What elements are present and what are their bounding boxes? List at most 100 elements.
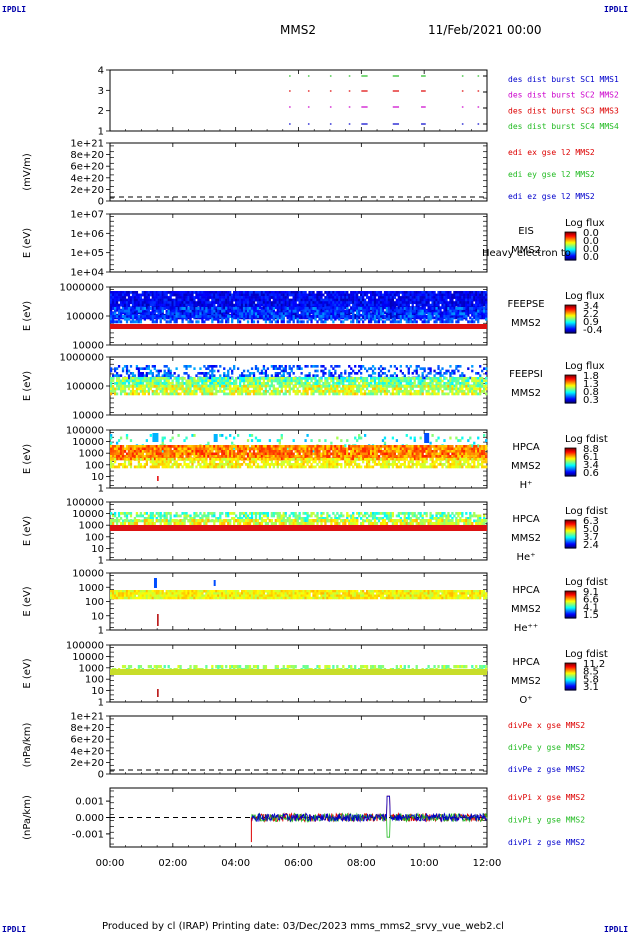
- spectrogram-cell: [479, 365, 482, 368]
- spectrogram-cell: [225, 436, 228, 440]
- spectrogram-cell: [209, 379, 212, 383]
- spectrogram-cell: [193, 367, 196, 370]
- spectrogram-cell: [240, 315, 244, 318]
- spectrogram-cell: [195, 320, 198, 324]
- spectrogram-cell: [177, 296, 180, 299]
- colorbar-swatch: [565, 312, 576, 314]
- spectrogram-cell: [229, 390, 232, 393]
- spectrogram-cell: [340, 306, 343, 310]
- colorbar-swatch: [565, 462, 576, 465]
- spectrogram-cell: [119, 385, 123, 388]
- spectrogram-cell: [340, 308, 343, 312]
- spectrogram-cell: [197, 298, 200, 302]
- spectrogram-cell: [199, 296, 202, 299]
- footer-text: Produced by cl (IRAP) Printing date: 03/…: [102, 921, 504, 932]
- spectrogram-cell: [244, 307, 248, 310]
- colorbar-swatch: [565, 375, 576, 377]
- spectrogram-cell: [322, 385, 325, 388]
- spectrogram-cell: [326, 317, 329, 321]
- spectrogram-cell: [157, 312, 160, 316]
- spectrogram-cell: [391, 392, 395, 396]
- spectrogram-cell: [127, 376, 131, 380]
- spectrogram-cell: [465, 385, 468, 388]
- spectrogram-cell: [360, 372, 363, 375]
- legend-entry: des dist burst SC1 MMS1: [508, 75, 619, 84]
- spectrogram-cell: [445, 372, 448, 375]
- spectrogram-cell: [365, 311, 369, 315]
- spectrogram-cell: [340, 320, 343, 324]
- spectrogram-cell: [147, 315, 150, 318]
- spectrogram-cell: [294, 309, 297, 313]
- spectrogram-cell: [290, 313, 293, 317]
- spectrogram-cell: [473, 320, 476, 324]
- spectrogram-cell: [260, 296, 264, 299]
- spectrogram-cell: [348, 385, 351, 388]
- spectrogram-cell: [268, 303, 272, 307]
- spectrogram-cell: [314, 301, 317, 305]
- spectrogram-cell: [161, 390, 164, 393]
- spectrogram-cell: [439, 374, 442, 377]
- spectrogram-cell: [139, 317, 143, 321]
- spectrogram-cell: [387, 301, 391, 305]
- spectrogram-cell: [264, 307, 268, 310]
- spectrogram-cell: [217, 369, 220, 373]
- spectrogram-cell: [191, 308, 194, 312]
- spectrogram-cell: [300, 316, 303, 320]
- spectrogram-cell: [119, 303, 123, 307]
- spectrogram-cell: [292, 309, 295, 313]
- spectrogram-cell: [288, 374, 291, 377]
- spectrogram-cell: [191, 384, 194, 388]
- spectrogram-cell: [133, 306, 137, 310]
- spectrogram-cell: [298, 296, 301, 299]
- spectrogram-cell: [252, 385, 256, 388]
- spectrogram-cell: [314, 374, 317, 377]
- spectrogram-cell: [334, 372, 337, 375]
- spectrogram-cell: [429, 385, 432, 388]
- spectrogram-cell: [423, 367, 426, 370]
- spectrogram-cell: [326, 377, 329, 380]
- spectrogram-cell: [415, 390, 418, 393]
- spectrogram-cell: [371, 369, 375, 373]
- spectrogram-cell: [379, 301, 383, 305]
- spectrogram-cell: [110, 311, 113, 315]
- spectrogram-cell: [455, 301, 458, 305]
- spectrogram-cell: [449, 303, 452, 307]
- colorbar-swatch: [565, 474, 576, 476]
- colorbar-label: 3.4: [583, 301, 599, 312]
- spectrogram-cell: [209, 385, 212, 388]
- spectrogram-cell: [137, 372, 141, 375]
- spectrogram-cell: [318, 315, 321, 318]
- spectrogram-cell: [453, 313, 456, 317]
- spectrogram-cell: [155, 303, 158, 307]
- spectrogram-cell: [467, 320, 470, 324]
- spectrogram-cell: [145, 372, 148, 375]
- spectrogram-cell: [195, 296, 198, 299]
- spectrogram-cell: [175, 382, 178, 385]
- spectrogram-cell: [193, 291, 196, 294]
- spectrogram-cell: [371, 296, 375, 299]
- spectrogram-cell: [485, 372, 488, 375]
- spectrogram-cell: [461, 379, 464, 383]
- spectrogram-cell: [367, 315, 371, 318]
- spectrogram-cell: [163, 377, 166, 380]
- spectrogram-cell: [373, 379, 377, 383]
- spectrogram-cell: [340, 303, 343, 307]
- colorbar-swatch: [565, 247, 576, 250]
- spectrogram-cell: [296, 382, 299, 385]
- spectrogram-cell: [322, 374, 325, 377]
- spectrogram-cell: [209, 374, 212, 377]
- spectrogram-cell: [320, 312, 323, 316]
- spectrogram-cell: [429, 317, 432, 321]
- spectrogram-cell: [236, 320, 240, 324]
- spectrogram-cell: [411, 306, 414, 310]
- spectrogram-cell: [203, 390, 206, 393]
- spectrogram-cell: [123, 303, 127, 307]
- spectrogram-cell: [361, 303, 365, 307]
- spectrogram-cell: [330, 293, 333, 297]
- spectrogram-cell: [461, 385, 464, 388]
- spectrogram-cell: [125, 301, 129, 305]
- spectrogram-cell: [455, 382, 458, 385]
- spectrogram-cell: [145, 306, 148, 310]
- spectrogram-cell: [467, 384, 470, 388]
- spectrogram-cell: [161, 385, 164, 388]
